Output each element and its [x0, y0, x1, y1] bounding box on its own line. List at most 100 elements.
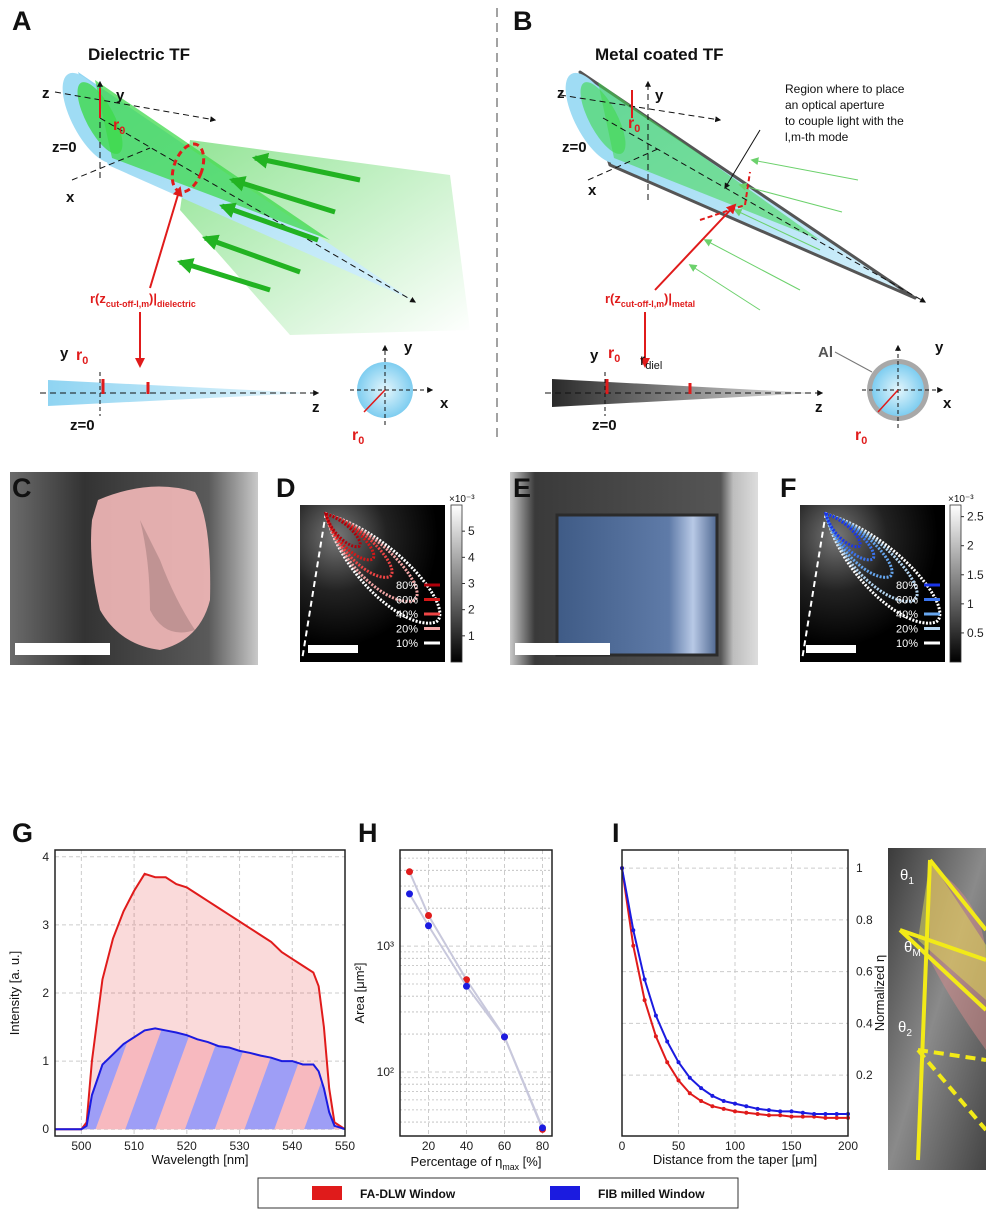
annotation: Region where to place [785, 82, 905, 96]
text-part: )| [664, 291, 672, 306]
panel-label: B [513, 6, 533, 36]
plot-frame [54, 849, 346, 1137]
x-tick-label: 200 [838, 1139, 858, 1153]
x-tick-label: 550 [335, 1139, 355, 1153]
radius-label: r0 [855, 427, 867, 447]
x-axis-label: Wavelength [nm] [151, 1152, 248, 1167]
axis-label: x [66, 189, 75, 206]
x-tick-label: 500 [71, 1139, 91, 1153]
data-point [425, 922, 432, 930]
subscript: M [912, 948, 921, 959]
text-part: θ [904, 939, 912, 956]
subscript: 2 [906, 1028, 912, 1039]
colorbar-tick-label: 4 [468, 550, 475, 564]
plot-frame [399, 849, 553, 1137]
data-line [55, 1027, 346, 1131]
colorbar-tick-label: 2 [967, 539, 974, 553]
subscript: 0 [614, 353, 620, 365]
x-axis-label: Distance from the taper [μm] [653, 1152, 817, 1167]
legend-swatch [312, 1186, 342, 1200]
contour [323, 511, 442, 625]
angle-label: θ2 [898, 1019, 912, 1039]
panel-label: H [358, 818, 378, 848]
coating-label: Al [818, 344, 833, 361]
y-axis-label: Normalized η [872, 955, 887, 1032]
colorbar-tick-label: 2.5 [967, 510, 984, 524]
x-tick-label: 80 [536, 1139, 550, 1153]
subscript: dielectric [157, 299, 196, 309]
axis-label: z=0 [52, 139, 77, 156]
subscript: max [502, 1162, 519, 1172]
contour-legend-label: 40% [396, 609, 418, 621]
x-tick-label: 100 [725, 1139, 745, 1153]
y-tick-label: 10³ [377, 939, 394, 953]
data-point [406, 890, 413, 898]
contour-legend-label: 20% [896, 624, 918, 636]
text-part: r(z [605, 291, 621, 306]
colorbar-exponent: ×10⁻³ [948, 494, 974, 505]
contour [823, 511, 862, 549]
y-tick-label: 0.8 [856, 913, 873, 927]
sem-image-e [510, 472, 758, 665]
data-point [406, 868, 413, 876]
axis-label: z=0 [562, 139, 587, 156]
y-tick-label: 0.6 [856, 965, 873, 979]
text-part: θ [900, 867, 908, 884]
contour [323, 511, 394, 579]
contour [823, 511, 942, 625]
panel-label: C [12, 473, 32, 503]
y-tick-label: 0 [42, 1122, 49, 1136]
text-part: [%] [519, 1154, 541, 1169]
x-tick-label: 20 [422, 1139, 436, 1153]
axis-label: x [943, 395, 952, 412]
annotation: l,m-th mode [785, 130, 849, 144]
radius-label: r0 [628, 115, 640, 135]
area-fill [55, 1028, 345, 1130]
axis-label: y [590, 347, 599, 364]
axis-label: z [815, 399, 823, 416]
contour-legend-label: 60% [896, 595, 918, 607]
contour [823, 511, 894, 579]
diagram-b [545, 70, 944, 428]
subscript: 0 [634, 123, 640, 135]
subscript: 0 [861, 435, 867, 447]
axis-label: z=0 [70, 417, 95, 434]
y-axis-label: Area [μm²] [352, 963, 367, 1024]
x-tick-label: 50 [672, 1139, 686, 1153]
x-tick-label: 0 [619, 1139, 626, 1153]
axis-label: z=0 [592, 417, 617, 434]
x-tick-label: 60 [498, 1139, 512, 1153]
contour-legend-label: 80% [896, 580, 918, 592]
data-point [463, 982, 470, 990]
panel-label: G [12, 818, 33, 848]
subscript: 0 [358, 435, 364, 447]
subscript: cut-off-l,m [106, 299, 149, 309]
y-axis-label: Intensity [a. u.] [7, 951, 22, 1036]
subscript: 1 [908, 876, 914, 887]
data-point [425, 912, 432, 920]
text-part: r [76, 347, 82, 364]
data-line [621, 867, 848, 1115]
panel-label: F [780, 473, 797, 503]
subscript: metal [672, 299, 695, 309]
y-tick-label: 0.2 [856, 1068, 873, 1082]
radius-label: rdiel [640, 352, 662, 372]
angle-image [888, 848, 986, 1170]
radius-label: r0 [113, 117, 125, 137]
data-point [463, 976, 470, 984]
axis-label: y [60, 345, 69, 362]
y-tick-label: 1 [856, 861, 863, 875]
plot-frame [621, 849, 849, 1137]
legend-label: FA-DLW Window [360, 1187, 456, 1201]
y-tick-label: 2 [42, 986, 49, 1000]
y-tick-label: 3 [42, 918, 49, 932]
colorbar-tick-label: 1 [468, 629, 475, 643]
legend-swatch [550, 1186, 580, 1200]
text-part: r [608, 345, 614, 362]
x-axis-label: Percentage of ηmax [%] [411, 1154, 542, 1172]
text-part: r [855, 427, 861, 444]
angle-label: θ1 [900, 867, 914, 887]
panel-label: E [513, 473, 531, 503]
panel-label: I [612, 818, 620, 848]
data-line [621, 867, 848, 1119]
